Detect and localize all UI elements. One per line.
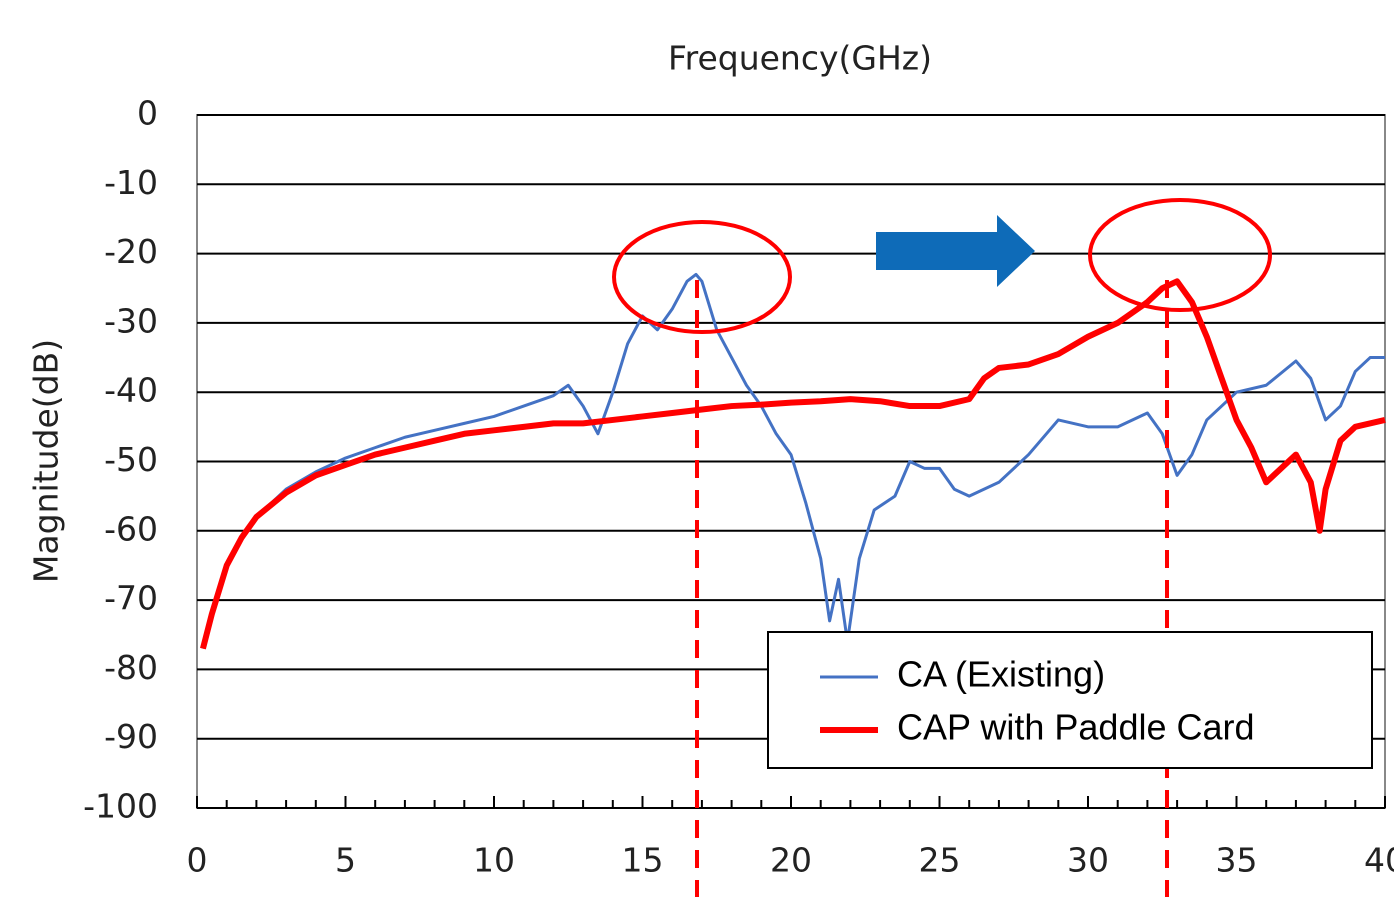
shift-arrow (876, 215, 1035, 287)
x-tick-label: 20 (770, 841, 812, 880)
y-tick-label: -50 (104, 440, 158, 479)
x-tick-label: 25 (919, 841, 961, 880)
x-tick-label: 35 (1216, 841, 1258, 880)
legend-label: CAP with Paddle Card (897, 707, 1255, 748)
x-tick-label: 40 (1364, 841, 1394, 880)
peak-circle (612, 220, 792, 334)
legend-box (767, 631, 1373, 769)
y-tick-label: -40 (104, 371, 158, 410)
x-tick-label: 10 (473, 841, 515, 880)
chart-title: Frequency(GHz) (668, 39, 932, 78)
y-tick-label: -100 (83, 787, 158, 826)
y-tick-label: -10 (104, 163, 158, 202)
peak-circle (1088, 198, 1272, 312)
x-tick-label: 5 (335, 841, 356, 880)
y-tick-label: -20 (104, 232, 158, 271)
legend-label: CA (Existing) (897, 654, 1105, 695)
series-line (201, 272, 1385, 649)
series-line (200, 278, 1386, 650)
y-tick-label: -80 (104, 648, 158, 687)
x-tick-label: 15 (622, 841, 664, 880)
annotations (612, 198, 1272, 897)
y-tick-label: -30 (104, 301, 158, 340)
y-axis-label: Magnitude(dB) (27, 339, 66, 583)
x-tick-label: 0 (187, 841, 208, 880)
y-tick-label: -90 (104, 717, 158, 756)
y-tick-label: -70 (104, 579, 158, 618)
y-tick-label: 0 (137, 94, 158, 133)
x-tick-label: 30 (1067, 841, 1109, 880)
y-tick-label: -60 (104, 509, 158, 548)
legend: CA (Existing) CAP with Paddle Card (767, 631, 1373, 769)
